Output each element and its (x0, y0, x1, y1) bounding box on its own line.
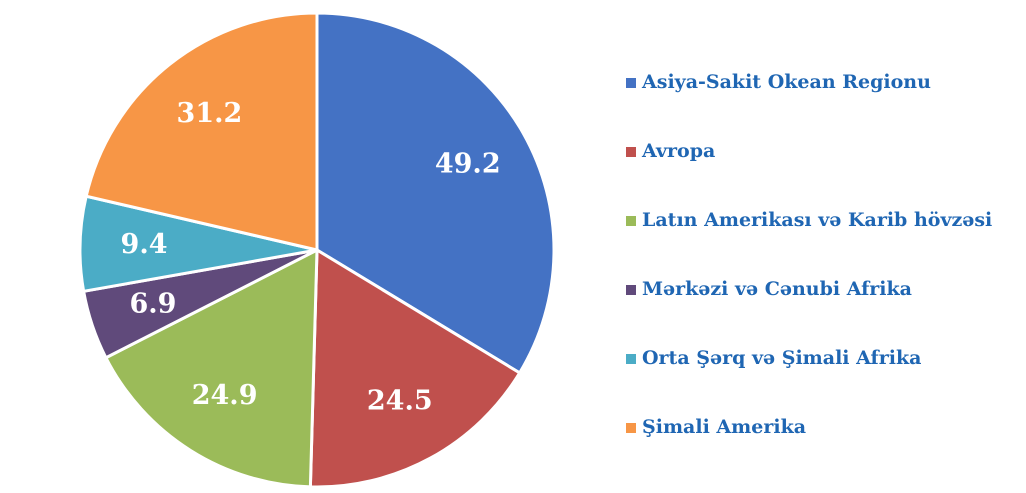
legend-label: Avropa (641, 140, 715, 162)
legend-swatch (626, 354, 636, 364)
legend-label: Asiya-Sakit Okean Regionu (641, 71, 931, 93)
data-label: 9.4 (121, 229, 168, 260)
pie-slice (308, 247, 522, 489)
data-label: 49.2 (435, 149, 501, 180)
legend-label: Mərkəzi və Cənubi Afrika (642, 278, 912, 300)
legend-swatch (626, 147, 636, 157)
data-label: 6.9 (129, 289, 176, 320)
legend-label: Şimali Amerika (642, 416, 806, 438)
legend-swatch (626, 78, 636, 88)
data-label: 24.5 (367, 385, 433, 416)
pie-slice (84, 11, 319, 252)
legend-swatch (626, 216, 636, 226)
pie-slice (103, 247, 319, 489)
data-label: 24.9 (192, 380, 258, 411)
legend-swatch (626, 423, 636, 433)
legend-label: Orta Şərq və Şimali Afrika (642, 347, 921, 369)
legend-swatch (626, 285, 636, 295)
legend-label: Latın Amerikası və Karib hövzəsi (642, 209, 992, 231)
data-label: 31.2 (177, 98, 243, 129)
pie-slice (315, 11, 556, 375)
